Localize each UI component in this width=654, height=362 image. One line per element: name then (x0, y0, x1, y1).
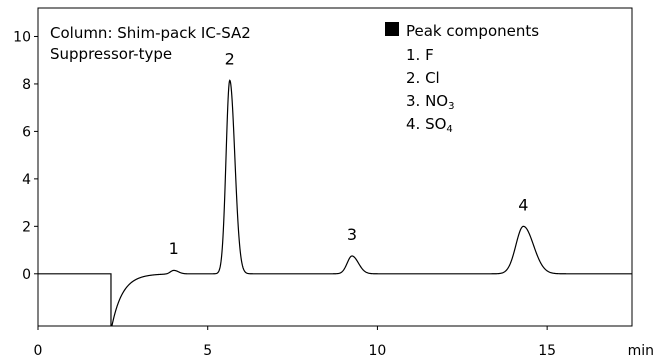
y-tick-label: 10 (13, 29, 31, 45)
x-axis-ticks: 0 5 10 15 (34, 326, 556, 359)
y-axis-ticks: 0 2 4 6 8 10 (13, 29, 38, 283)
y-tick-label: 4 (22, 172, 31, 188)
plot-frame (37, 7, 633, 327)
legend-title: Peak components (406, 22, 539, 40)
legend-item-3: 3. NO3 (406, 92, 454, 112)
y-tick-label: 0 (22, 267, 31, 283)
peak-label-3: 3 (347, 225, 357, 244)
x-tick-label: 15 (538, 343, 556, 359)
legend-square-icon (385, 22, 399, 36)
y-tick-label: 8 (22, 77, 31, 93)
peak-label-4: 4 (518, 195, 528, 214)
y-tick-label: 6 (22, 124, 31, 140)
x-axis-unit-label: min (628, 343, 654, 359)
peak-labels: 1 2 3 4 (169, 49, 529, 258)
chromatogram-trace (38, 79, 632, 326)
peak-label-1: 1 (169, 239, 179, 258)
x-tick-label: 0 (34, 343, 43, 359)
y-tick-label: 2 (22, 219, 31, 235)
info-line-column: Column: Shim-pack IC-SA2 (50, 24, 251, 42)
x-tick-label: 10 (369, 343, 387, 359)
info-line-suppressor: Suppressor-type (50, 45, 172, 63)
peak-label-2: 2 (225, 49, 235, 68)
legend-item-1: 1. F (406, 46, 434, 64)
legend-item-4: 4. SO4 (406, 115, 453, 135)
legend-item-2: 2. Cl (406, 69, 440, 87)
x-tick-label: 5 (203, 343, 212, 359)
legend: Peak components 1. F 2. Cl 3. NO3 4. SO4 (385, 22, 539, 135)
